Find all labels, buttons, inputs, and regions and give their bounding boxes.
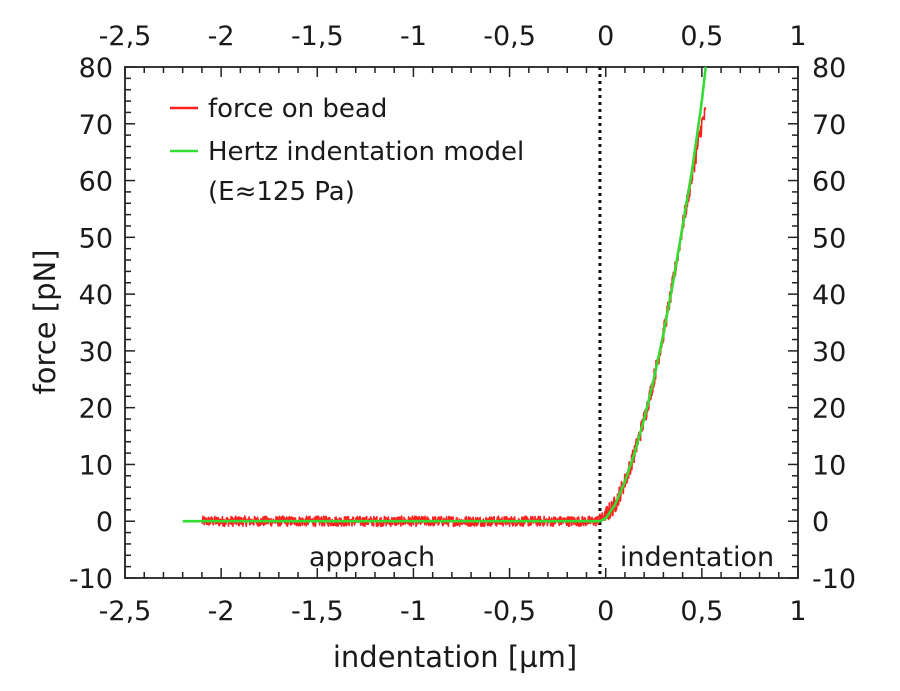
x-axis-bottom: -2,5 -2 -1,5 -1 -0,5 0 0,5 1 [99, 568, 807, 627]
x-tick-label: -0,5 [483, 596, 536, 627]
x-tick-label-top: -2 [208, 21, 235, 52]
x-tick-label: -1 [400, 596, 427, 627]
x-axis-top: -2,5 -2 -1,5 -1 -0,5 0 0,5 1 [99, 21, 807, 77]
x-tick-label: 1 [789, 596, 806, 627]
x-tick-label-top: -1 [400, 21, 427, 52]
y-tick-label: 60 [79, 167, 113, 198]
y-axis-right: -10 0 10 20 30 40 50 60 70 80 [788, 53, 856, 595]
y-tick-label: 30 [79, 337, 113, 368]
legend-label-hertz: Hertz indentation model [208, 137, 524, 167]
x-axis-title: indentation [µm] [333, 640, 577, 674]
y-tick-label-right: 30 [812, 337, 846, 368]
y-tick-label-right: 70 [812, 110, 846, 141]
y-tick-label-right: 0 [812, 507, 829, 538]
y-tick-label: 50 [79, 223, 113, 254]
y-tick-label: 80 [79, 53, 113, 84]
x-tick-label: -2,5 [99, 596, 152, 627]
y-tick-label-right: 10 [812, 450, 846, 481]
y-tick-label-right: 50 [812, 223, 846, 254]
x-tick-label: 0 [597, 596, 614, 627]
y-tick-label-right: 40 [812, 280, 846, 311]
y-tick-label-right: 60 [812, 167, 846, 198]
y-tick-label: -10 [69, 564, 113, 595]
x-tick-label-top: 1 [789, 21, 806, 52]
x-tick-label: -2 [208, 596, 235, 627]
legend: force on bead Hertz indentation model (E… [170, 94, 524, 207]
plot-area-frame [124, 66, 799, 579]
y-axis-left: -10 0 10 20 30 40 50 60 70 80 [69, 53, 135, 595]
y-tick-label: 0 [96, 507, 113, 538]
modulus-annotation: (E≈125 Pa) [208, 177, 355, 207]
y-tick-label: 70 [79, 110, 113, 141]
y-tick-label: 10 [79, 450, 113, 481]
x-tick-label-top: -0,5 [483, 21, 536, 52]
series-layer [182, 66, 707, 528]
legend-label-force: force on bead [208, 94, 387, 124]
y-tick-label-right: 20 [812, 394, 846, 425]
x-tick-label: -1,5 [291, 596, 344, 627]
x-tick-label-top: -2,5 [99, 21, 152, 52]
x-tick-label-top: 0 [597, 21, 614, 52]
x-tick-label-top: -1,5 [291, 21, 344, 52]
approach-label: approach [309, 542, 435, 573]
x-tick-label-top: 0,5 [680, 21, 723, 52]
y-tick-label: 20 [79, 394, 113, 425]
indentation-region-label: indentation [620, 542, 774, 573]
y-tick-label-right: -10 [812, 564, 856, 595]
y-axis-title: force [pN] [28, 250, 62, 395]
series-hertz-model [182, 66, 707, 523]
x-tick-label: 0,5 [680, 596, 723, 627]
y-tick-label: 40 [79, 280, 113, 311]
y-tick-label-right: 80 [812, 53, 846, 84]
